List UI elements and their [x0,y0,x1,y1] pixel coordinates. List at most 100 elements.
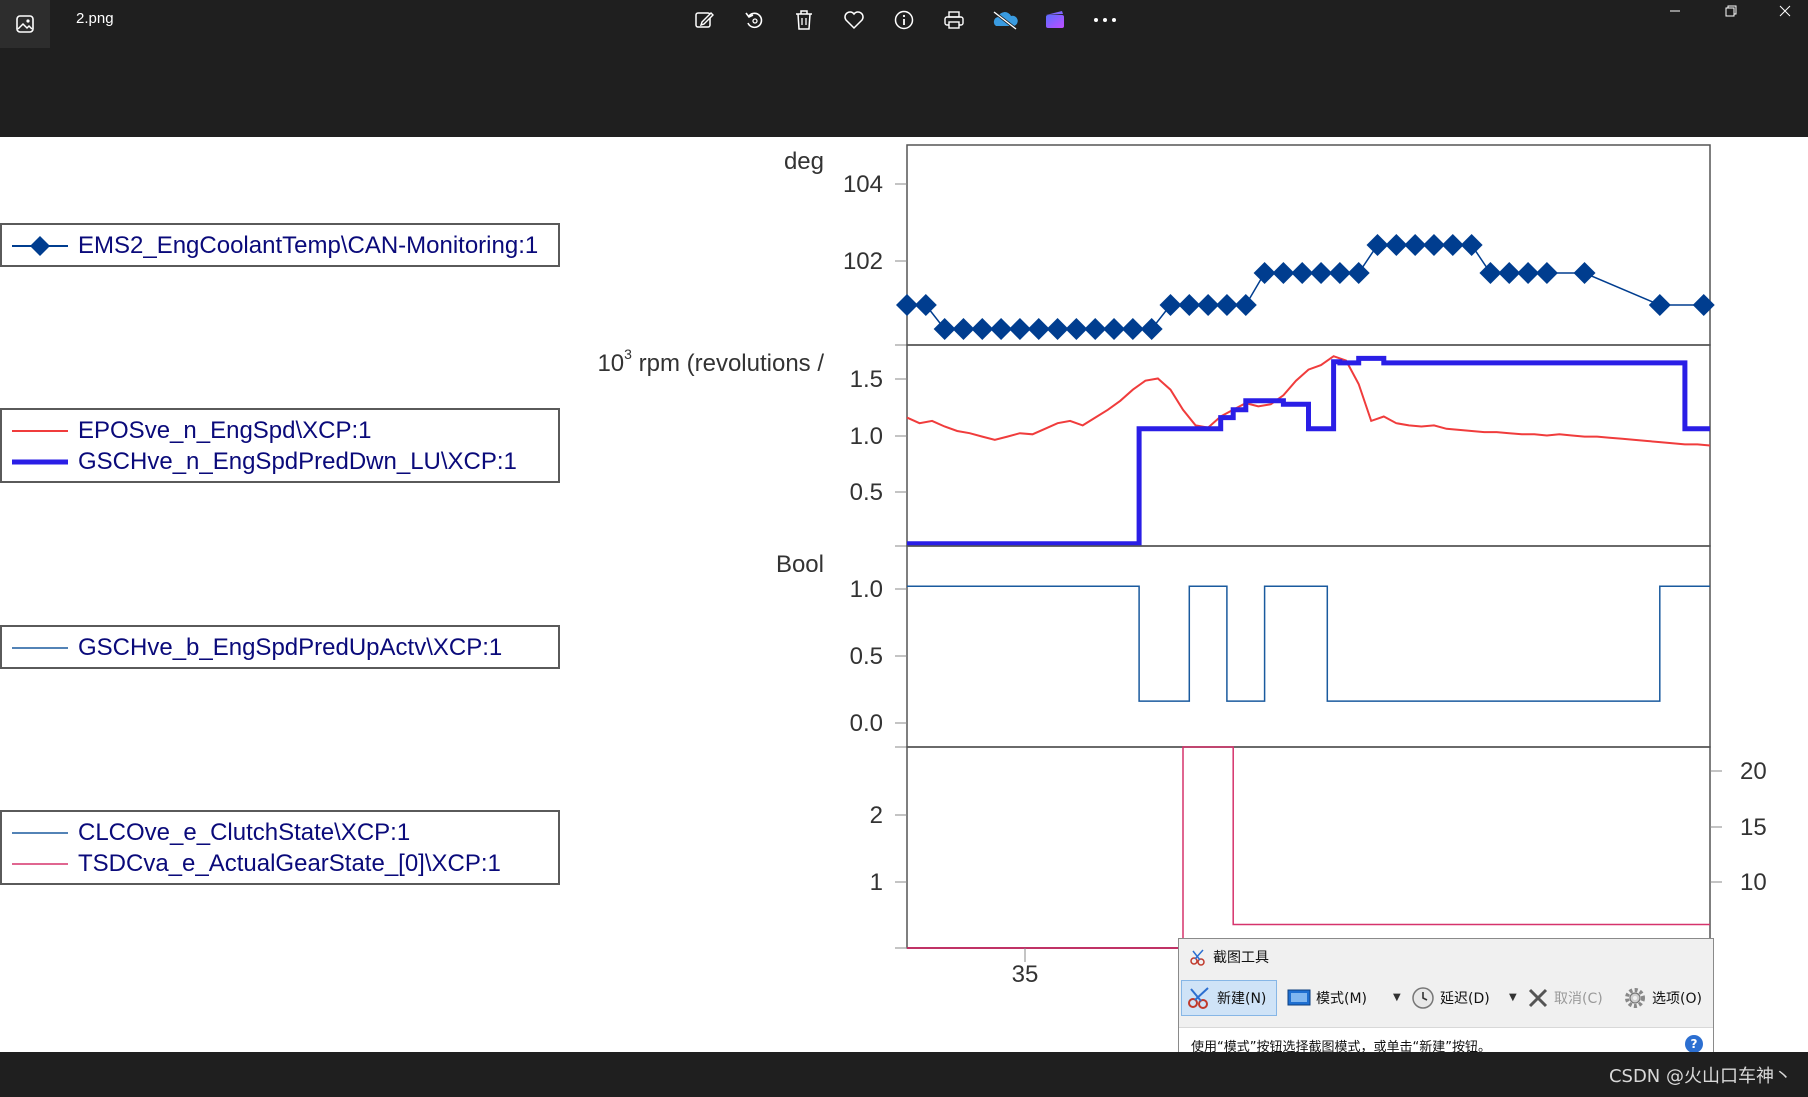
data-point-marker [1008,318,1031,340]
snip-title: 截图工具 [1213,950,1269,966]
more-icon[interactable] [1090,6,1120,34]
data-point-marker [1517,262,1540,284]
snip-hint-text: 使用“模式”按钮选择截图模式，或单击“新建”按钮。 [1191,1040,1491,1055]
restore-icon[interactable] [1708,0,1754,22]
blue-line-swatch-icon [12,832,68,834]
data-point-marker [1178,294,1201,316]
data-point-marker [1460,234,1483,256]
right-y-tick-label: 15 [1740,814,1767,841]
snip-title-bar: 截图工具 [1189,947,1269,967]
data-point-marker [1479,262,1502,284]
plot-panel-frame [906,144,1711,346]
new-snip-label: 新建(N) [1217,991,1267,1007]
favorite-icon[interactable] [839,6,869,34]
help-icon[interactable]: ? [1685,1035,1703,1053]
legend-entry: EPOSve_n_EngSpd\XCP:1 [2,415,558,446]
y-axis-label: deg [784,148,824,175]
data-point-marker [1573,262,1596,284]
file-name: 2.png [76,10,114,27]
edit-image-icon[interactable] [689,6,719,34]
delay-dropdown-icon[interactable]: ▼ [1509,992,1517,1003]
legend-label: GSCHve_n_EngSpdPredDwn_LU\XCP:1 [78,448,517,475]
rotate-icon[interactable] [739,6,769,34]
minimize-icon[interactable] [1652,0,1698,22]
gear-icon [1625,988,1645,1008]
mode-button[interactable]: 模式(M) [1287,980,1367,1016]
info-icon[interactable] [889,6,919,34]
data-point-marker [1253,262,1276,284]
mode-dropdown-icon[interactable]: ▼ [1393,992,1401,1003]
right-y-tick-label: 10 [1740,869,1767,896]
data-point-marker [1027,318,1050,340]
data-point-marker [1310,262,1333,284]
y-tick-label: 1.0 [850,576,883,603]
legend-label: CLCOve_e_ClutchState\XCP:1 [78,819,411,846]
y-tick-label: 2 [870,802,883,829]
new-snip-button[interactable]: 新建(N) [1181,980,1277,1016]
series-line [907,244,1704,330]
data-point-marker [1385,234,1408,256]
blue-thick-line-swatch-icon [12,459,68,465]
legend-label: EMS2_EngCoolantTemp\CAN-Monitoring:1 [78,232,539,259]
onedrive-icon[interactable] [990,6,1020,34]
data-point-marker [1535,262,1558,284]
clock-icon [1412,987,1434,1009]
image-canvas: EMS2_EngCoolantTemp\CAN-Monitoring:1 EPO… [0,137,1808,1052]
data-point-marker [1140,318,1163,340]
data-point-marker [952,318,975,340]
data-point-marker [1272,262,1295,284]
data-point-marker [896,294,918,316]
photos-app-icon[interactable] [0,0,50,48]
legend-label: EPOSve_n_EngSpd\XCP:1 [78,417,372,444]
blue-line-swatch-icon [12,647,68,649]
legend-pred-up: GSCHve_b_EngSpdPredUpActv\XCP:1 [0,625,560,669]
mode-label: 模式(M) [1316,991,1368,1007]
clipchamp-icon[interactable] [1040,6,1070,34]
data-point-marker [1347,262,1370,284]
data-point-marker [1197,294,1220,316]
legend-entry: CLCOve_e_ClutchState\XCP:1 [2,817,558,848]
data-point-marker [1103,318,1126,340]
legend-entry: GSCHve_n_EngSpdPredDwn_LU\XCP:1 [2,446,558,477]
plot-panel-frame [906,746,1711,949]
y-tick-label: 0.0 [850,710,883,737]
right-y-tick-label: 20 [1740,758,1767,785]
data-point-marker [1046,318,1069,340]
y-axis-label: Bool [776,551,824,578]
legend-engine-speed: EPOSve_n_EngSpd\XCP:1 GSCHve_n_EngSpdPre… [0,408,560,483]
options-button[interactable]: 选项(O) [1623,980,1702,1016]
series-line [907,355,1710,547]
data-point-marker [1422,234,1445,256]
y-tick-label: 1.5 [850,366,883,393]
y-tick-label: 1.0 [850,423,883,450]
x-tick-label: 35 [1012,961,1039,988]
plot-panel-frame [906,545,1711,748]
delete-icon[interactable] [789,6,819,34]
delay-label: 延迟(D) [1440,991,1490,1007]
series-line [907,746,1710,949]
data-point-marker [1692,294,1715,316]
cancel-button[interactable]: 取消(C) [1527,980,1603,1016]
watermark-text: CSDN @火山口车神丶 [1608,1066,1792,1087]
cancel-x-icon [1528,988,1548,1008]
data-point-marker [1291,262,1314,284]
data-point-marker [1404,234,1427,256]
snip-toolbar: 新建(N) 模式(M) ▼ 延迟(D) ▼ 取消(C) 选项(O) [1179,978,1713,1018]
legend-label: TSDCva_e_ActualGearState_[0]\XCP:1 [78,850,501,877]
rectangle-mode-icon [1287,989,1311,1006]
data-point-marker [1084,318,1107,340]
viewer-title-bar: 2.png [0,0,1808,137]
print-icon[interactable] [939,6,969,34]
snipping-tool-window: 截图工具 新建(N) 模式(M) ▼ 延迟(D) ▼ 取消(C) 选项(O) 使… [1178,938,1714,1060]
bottom-strip: CSDN @火山口车神丶 [0,1052,1808,1097]
close-icon[interactable] [1762,0,1808,22]
delay-button[interactable]: 延迟(D) [1411,980,1490,1016]
plot-panel-frame [906,344,1711,547]
data-point-marker [933,318,956,340]
diamond-line-swatch-icon [12,236,68,256]
data-point-marker [1234,294,1257,316]
series-line [906,355,1711,447]
data-point-marker [1121,318,1144,340]
legend-entry: TSDCva_e_ActualGearState_[0]\XCP:1 [2,848,558,879]
